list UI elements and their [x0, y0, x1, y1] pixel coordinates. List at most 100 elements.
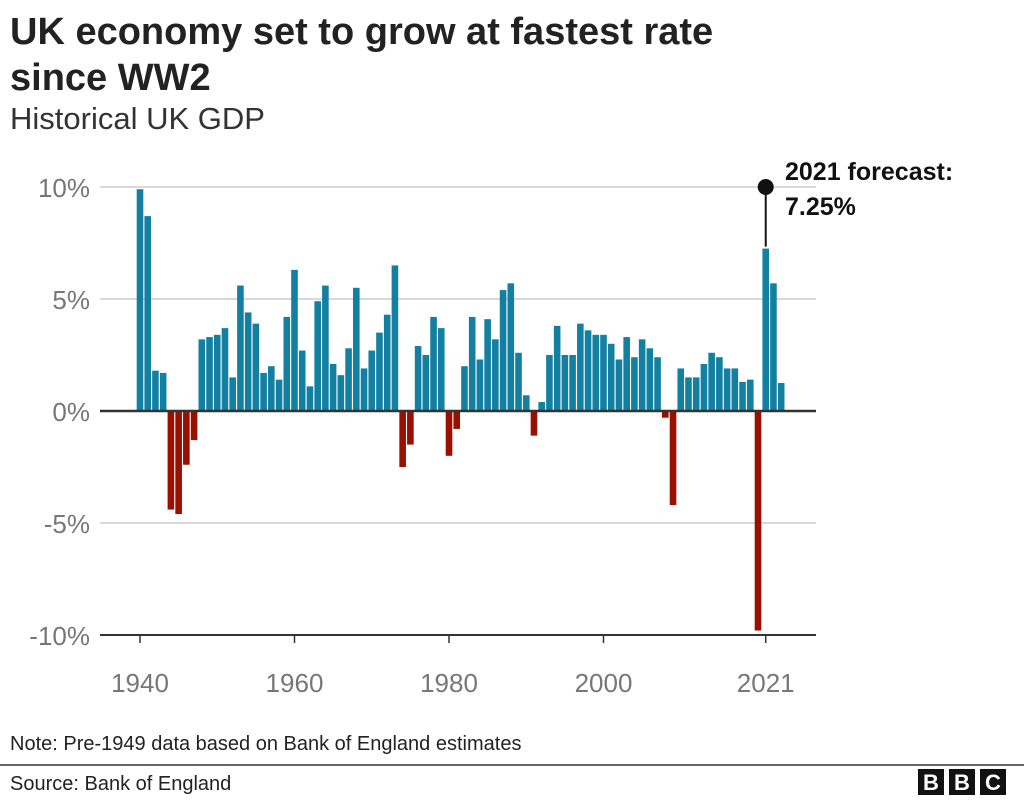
x-tick-label: 2021 — [737, 668, 795, 698]
bar-1984 — [476, 359, 484, 411]
bar-1988 — [507, 283, 515, 411]
bar-1989 — [515, 352, 522, 411]
x-tick-label: 1960 — [266, 668, 324, 698]
bar-1945 — [175, 411, 182, 515]
y-tick-label: 10% — [38, 173, 90, 203]
bar-2006 — [646, 348, 654, 411]
bar-2019 — [746, 379, 754, 411]
bar-1960 — [291, 269, 298, 411]
bar-1976 — [414, 346, 422, 411]
bar-2009 — [669, 411, 677, 506]
source-text: Source: Bank of England — [10, 773, 231, 795]
bar-2018 — [739, 381, 746, 411]
bar-1981 — [453, 411, 461, 429]
svg-text:B: B — [923, 770, 939, 795]
bar-1941 — [144, 216, 152, 411]
bar-1956 — [260, 372, 267, 411]
forecast-annotation: 2021 forecast: 7.25% — [757, 158, 953, 247]
bar-1946 — [183, 411, 190, 465]
x-tick-label: 1980 — [420, 668, 478, 698]
bar-1949 — [206, 337, 213, 411]
annotation-label: 2021 forecast: — [785, 158, 953, 186]
bar-1971 — [376, 332, 383, 411]
bar-1944 — [167, 411, 175, 510]
svg-text:C: C — [985, 770, 1001, 795]
bar-1970 — [368, 350, 376, 411]
annotation-value: 7.25% — [785, 193, 856, 221]
chart-title-line-1: UK economy set to grow at fastest rate — [10, 11, 713, 53]
bar-1990 — [522, 395, 530, 411]
annotation-dot — [757, 179, 774, 195]
bar-2013 — [700, 363, 708, 411]
bar-1957 — [268, 366, 275, 411]
bar-1953 — [237, 285, 244, 411]
x-tick-label: 2000 — [575, 668, 633, 698]
bar-2023 — [777, 383, 785, 411]
bar-1996 — [569, 355, 576, 411]
bar-1993 — [546, 355, 553, 411]
bar-1959 — [283, 316, 291, 411]
chart-title-line-2: since WW2 — [10, 57, 211, 99]
bar-1961 — [298, 350, 306, 411]
bar-2007 — [654, 357, 661, 411]
gridlines — [100, 186, 816, 524]
y-tick-label: -10% — [29, 621, 90, 651]
bar-2005 — [638, 339, 646, 411]
bar-2022 — [770, 283, 777, 411]
bar-1964 — [322, 285, 329, 411]
bar-1967 — [345, 348, 352, 411]
bar-2012 — [692, 377, 700, 411]
bar-1982 — [461, 366, 468, 411]
bar-2003 — [623, 337, 630, 411]
bar-1968 — [353, 287, 360, 411]
bbc-logo: B B C — [918, 769, 1006, 795]
footnote: Note: Pre-1949 data based on Bank of Eng… — [10, 733, 521, 755]
y-axis: 10% 5% 0% -5% -10% — [29, 173, 90, 651]
bar-1958 — [275, 379, 283, 411]
bar-1974 — [399, 411, 406, 467]
bar-1942 — [152, 370, 159, 411]
bar-1947 — [190, 411, 198, 441]
bar-1965 — [329, 363, 337, 411]
chart-subtitle: Historical UK GDP — [10, 101, 265, 136]
bar-1998 — [584, 330, 592, 411]
bar-1997 — [577, 323, 584, 411]
bar-1978 — [430, 316, 437, 411]
bar-2017 — [731, 368, 739, 411]
bar-2001 — [607, 343, 615, 411]
bar-2008 — [662, 411, 669, 418]
bar-2014 — [708, 352, 715, 411]
bar-1980 — [445, 411, 453, 456]
x-tick-label: 1940 — [111, 668, 169, 698]
bar-1991 — [530, 411, 538, 436]
bar-1994 — [553, 325, 561, 411]
y-tick-label: 5% — [52, 285, 90, 315]
bar-1954 — [244, 312, 252, 411]
bar-1962 — [306, 386, 314, 411]
bar-1969 — [360, 368, 368, 411]
bar-1955 — [252, 323, 260, 411]
bar-1999 — [592, 334, 600, 411]
bar-2016 — [723, 368, 731, 411]
bar-1966 — [337, 375, 345, 411]
bar-1986 — [492, 339, 499, 411]
bar-2002 — [615, 359, 623, 411]
bar-1977 — [422, 355, 430, 411]
bar-1950 — [213, 334, 221, 411]
bar-1948 — [198, 339, 206, 411]
bar-1963 — [314, 301, 321, 411]
bar-1951 — [221, 328, 229, 411]
bar-1975 — [407, 411, 414, 445]
bar-1973 — [391, 265, 399, 411]
bar-1995 — [561, 355, 569, 411]
bar-1943 — [159, 372, 167, 411]
x-axis: 1940 1960 1980 2000 2021 — [100, 409, 816, 698]
bar-2004 — [631, 357, 638, 411]
bar-1979 — [437, 328, 445, 411]
y-tick-label: -5% — [44, 509, 90, 539]
bar-1983 — [468, 316, 476, 411]
bar-1992 — [538, 402, 545, 411]
y-tick-label: 0% — [52, 397, 90, 427]
bar-1987 — [499, 290, 507, 411]
